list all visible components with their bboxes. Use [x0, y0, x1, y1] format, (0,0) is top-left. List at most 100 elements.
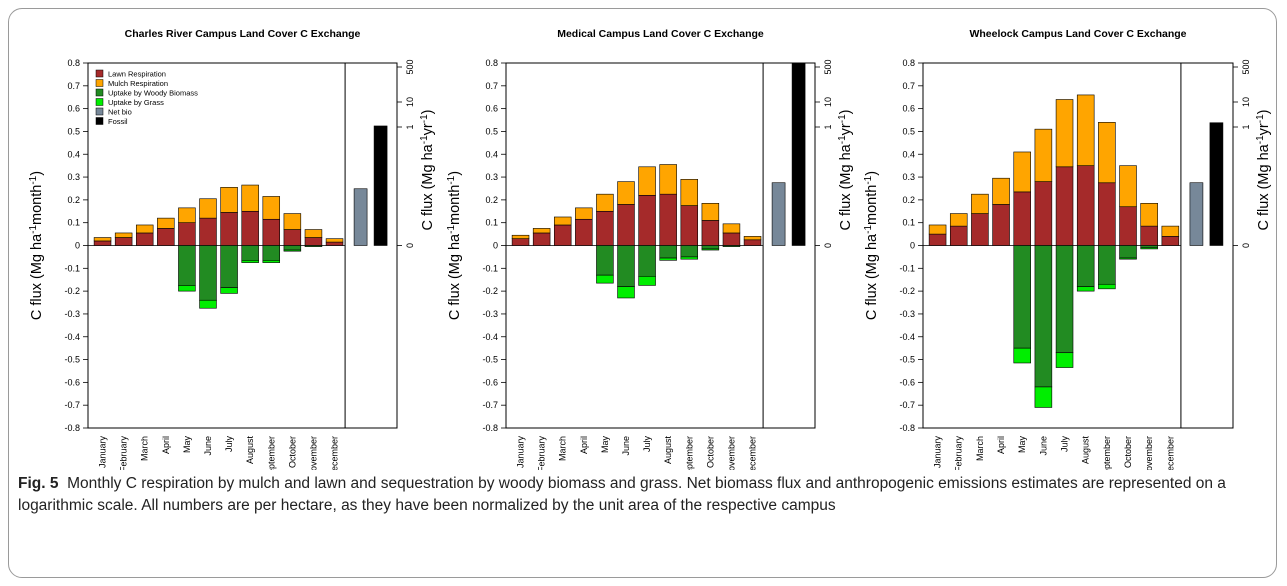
bar-lawn-respiration	[199, 217, 217, 246]
bar-mulch-respiration	[722, 223, 741, 234]
x-tick-label: April	[161, 436, 171, 454]
bar-lawn-respiration	[1013, 191, 1031, 246]
bar-lawn-respiration	[241, 210, 259, 246]
y-tick-label: -0.1	[64, 263, 80, 273]
x-tick-label: October	[1123, 436, 1133, 468]
bar-mulch-respiration	[971, 193, 989, 214]
legend-label: Uptake by Woody Biomass	[108, 89, 198, 98]
bar-uptake-by-grass	[680, 256, 699, 260]
y-tick-label: 0.1	[902, 218, 915, 228]
chart-panel-1: Charles River Campus Land Cover C Exchan…	[28, 28, 437, 470]
bar-uptake-by-grass	[1034, 386, 1053, 408]
x-tick-label: November	[1144, 436, 1154, 470]
figure-frame	[8, 8, 1277, 578]
bar-lawn-respiration	[949, 225, 968, 246]
x-tick-label: August	[245, 436, 255, 465]
y-tick-label: -0.6	[64, 377, 80, 387]
bar-lawn-respiration	[262, 218, 281, 246]
x-tick-label: January	[933, 436, 943, 469]
bar-mulch-respiration	[304, 229, 323, 238]
legend-label: Fossil	[108, 117, 128, 126]
x-tick-label: September	[1102, 436, 1112, 470]
x-tick-label: May	[1017, 436, 1027, 454]
bar-lawn-respiration	[220, 212, 238, 246]
x-tick-label: April	[996, 436, 1006, 454]
legend-label: Uptake by Grass	[108, 98, 164, 107]
bar-fossil	[791, 62, 806, 246]
chart-panel-2: Medical Campus Land Cover C Exchange -0.8…	[446, 28, 855, 470]
y-tick-label: -0.6	[899, 377, 915, 387]
x-tick-label: September	[684, 436, 694, 470]
bar-lawn-respiration	[1140, 225, 1158, 246]
y-tick-label: -0.7	[64, 400, 80, 410]
bar-mulch-respiration	[1098, 122, 1116, 184]
bar-lawn-respiration	[325, 241, 344, 246]
bar-mulch-respiration	[93, 237, 112, 242]
bar-lawn-respiration	[575, 218, 593, 246]
bar-uptake-by-woody-biomass	[659, 245, 677, 259]
bar-uptake-by-grass	[262, 260, 281, 263]
legend-swatch	[95, 107, 104, 116]
bar-mulch-respiration	[220, 187, 238, 213]
bar-uptake-by-grass	[1119, 257, 1137, 260]
bar-mulch-respiration	[135, 224, 154, 234]
y-tick-label: 0.3	[67, 172, 80, 182]
bar-uptake-by-woody-biomass	[241, 245, 259, 261]
bar-mulch-respiration	[1161, 225, 1180, 237]
bar-uptake-by-woody-biomass	[638, 245, 656, 277]
bar-uptake-by-woody-biomass	[1055, 245, 1074, 354]
x-tick-label: May	[182, 436, 192, 454]
bar-mulch-respiration	[743, 236, 762, 241]
bar-uptake-by-woody-biomass	[596, 245, 614, 276]
chart-title: Charles River Campus Land Cover C Exchan…	[125, 28, 361, 40]
legend-label: Net bio	[108, 108, 132, 117]
bar-mulch-respiration	[617, 181, 635, 205]
bar-lawn-respiration	[971, 213, 989, 246]
x-tick-label: July	[1060, 436, 1070, 453]
x-tick-label: December	[1165, 436, 1175, 470]
y-tick-label: 0.2	[67, 195, 80, 205]
bar-uptake-by-woody-biomass	[1076, 245, 1095, 287]
right-tick-label: 1	[823, 124, 833, 129]
bar-uptake-by-woody-biomass	[199, 245, 217, 301]
legend-swatch	[95, 79, 104, 87]
bar-fossil	[373, 125, 388, 246]
bar-mulch-respiration	[1055, 99, 1074, 168]
bar-uptake-by-grass	[178, 285, 196, 292]
bar-mulch-respiration	[949, 213, 968, 227]
y-tick-label: -0.3	[899, 309, 915, 319]
bar-uptake-by-woody-biomass	[283, 245, 302, 251]
y-tick-label: -0.4	[899, 332, 915, 342]
x-tick-label: August	[663, 436, 673, 465]
y-tick-label: 0.3	[902, 172, 915, 182]
y-tick-label: 0.7	[902, 81, 915, 91]
right-tick-label: 0	[1241, 243, 1251, 248]
bar-lawn-respiration	[283, 229, 302, 246]
bar-mulch-respiration	[596, 193, 614, 212]
right-axis-label: C flux (Mg ha-1yr-1)	[837, 110, 855, 231]
y-tick-label: 0.4	[67, 149, 80, 159]
y-tick-label: 0.6	[902, 104, 915, 114]
y-tick-label: 0.3	[485, 172, 498, 182]
x-tick-label: June	[621, 436, 631, 456]
bar-uptake-by-grass	[617, 286, 635, 299]
y-tick-label: 0.8	[67, 58, 80, 68]
y-tick-label: -0.5	[64, 355, 80, 365]
bar-mulch-respiration	[114, 232, 133, 238]
x-tick-label: December	[748, 436, 758, 470]
bar-mulch-respiration	[928, 224, 947, 235]
bar-lawn-respiration	[701, 220, 720, 246]
bar-lawn-respiration	[743, 239, 762, 246]
bar-uptake-by-woody-biomass	[262, 245, 281, 261]
bar-mulch-respiration	[511, 234, 530, 239]
y-tick-label: 0.7	[67, 81, 80, 91]
y-tick-label: -0.1	[482, 263, 498, 273]
y-tick-label: -0.7	[899, 400, 915, 410]
right-tick-label: 500	[405, 59, 415, 74]
y-tick-label: 0	[75, 241, 80, 251]
y-axis-label: C flux (Mg ha-1month-1)	[28, 171, 46, 320]
legend-swatch	[95, 69, 104, 78]
right-tick-label: 10	[823, 97, 833, 107]
figure-label: Fig. 5	[18, 475, 59, 492]
y-tick-label: -0.2	[64, 286, 80, 296]
